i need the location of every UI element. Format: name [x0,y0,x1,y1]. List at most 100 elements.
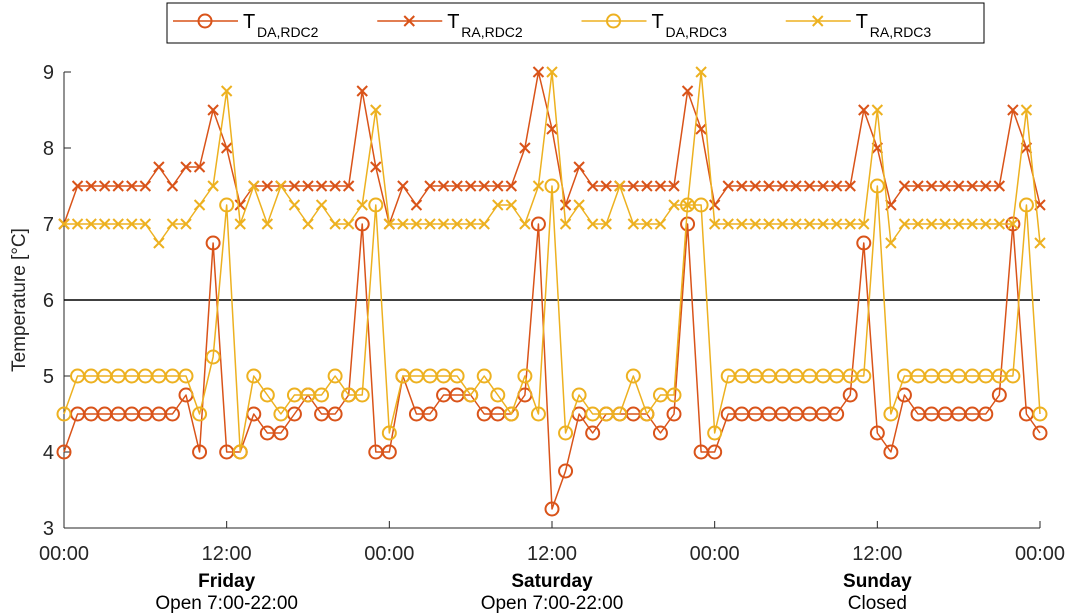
data-point-ra-rdc3 [708,218,721,230]
data-point-da-rdc3 [707,425,723,441]
data-point-ra-rdc3 [749,218,762,230]
data-point-ra-rdc3 [844,218,856,230]
data-point-ra-rdc3 [736,218,748,230]
data-point-da-rdc3 [883,406,899,422]
data-point-ra-rdc3 [112,218,124,230]
y-tick-label: 4 [43,442,54,464]
data-point-da-rdc2 [327,406,343,422]
data-point-ra-rdc2 [763,180,775,192]
data-point-ra-rdc3 [586,218,599,230]
x-tick-label: 00:00 [690,543,740,565]
data-point-ra-rdc3 [424,218,436,230]
data-point-da-rdc2 [829,406,845,422]
data-point-ra-rdc2 [329,180,341,192]
data-point-ra-rdc3 [193,199,206,211]
data-point-da-rdc3 [517,368,533,384]
series-ra-rdc2 [58,66,1046,230]
data-point-ra-rdc2 [817,180,829,192]
data-point-da-rdc3 [639,406,655,422]
data-point-ra-rdc3 [370,104,382,116]
data-point-ra-rdc3 [275,180,287,192]
data-point-da-rdc2 [530,216,546,232]
data-point-da-rdc3 [1032,406,1048,422]
data-point-ra-rdc3 [654,218,667,230]
data-point-ra-rdc2 [681,85,694,97]
data-point-ra-rdc3 [410,218,423,230]
data-point-da-rdc2 [666,406,682,422]
data-point-ra-rdc3 [58,218,70,230]
data-point-da-rdc3 [476,368,492,384]
y-tick-label: 7 [43,214,54,236]
series-group [56,66,1048,517]
data-point-ra-rdc3 [85,218,97,230]
data-point-ra-rdc2 [85,180,97,192]
day-label: Saturday [511,571,593,592]
legend-label-da-rdc3: T [652,11,664,33]
data-point-ra-rdc3 [1007,218,1019,230]
legend: T DA,RDC2 T RA,RDC2 T DA,RDC3 T RA,RDC3 [166,2,985,44]
data-point-ra-rdc2 [912,180,924,192]
opening-hours: Open 7:00-22:00 [481,593,624,614]
data-point-ra-rdc3 [342,218,355,230]
data-point-ra-rdc3 [1020,104,1033,116]
series-da-rdc3 [56,178,1048,460]
data-point-ra-rdc3 [98,218,111,230]
data-point-da-rdc3 [449,368,465,384]
data-point-ra-rdc3 [952,218,965,230]
data-point-ra-rdc3 [681,199,694,211]
data-point-ra-rdc2 [166,180,179,192]
tick-labels: 3 4 5 6 7 8 9 00:00 12:00 00:00 12:00 00:00 12:00 00:… [39,62,1065,565]
data-point-ra-rdc3 [546,66,558,78]
data-point-ra-rdc2 [627,180,640,192]
data-point-ra-rdc2 [736,180,748,192]
data-point-ra-rdc2 [966,180,978,192]
data-point-ra-rdc3 [139,218,152,230]
data-point-da-rdc3 [693,197,709,213]
data-point-da-rdc2 [273,425,289,441]
y-tick-label: 9 [43,62,54,84]
data-point-ra-rdc3 [356,199,368,211]
data-point-ra-rdc2 [234,199,246,211]
data-point-ra-rdc3 [464,218,477,230]
data-point-da-rdc3 [259,387,275,403]
data-point-ra-rdc2 [370,161,382,173]
data-point-da-rdc2 [991,387,1007,403]
data-point-da-rdc2 [680,216,696,232]
data-point-ra-rdc3 [993,218,1006,230]
data-point-ra-rdc2 [898,180,911,192]
data-point-ra-rdc3 [925,218,938,230]
series-line-da-rdc2 [63,223,1041,510]
data-point-da-rdc3 [1005,368,1021,384]
data-point-da-rdc3 [530,406,546,422]
legend-subscript-da-rdc2: DA,RDC2 [257,24,319,40]
data-point-ra-rdc3 [153,237,165,249]
data-point-ra-rdc2 [980,180,992,192]
opening-hours: Closed [848,593,907,614]
data-point-ra-rdc3 [573,199,585,211]
data-point-ra-rdc3 [898,218,911,230]
legend-box [166,2,985,44]
data-point-ra-rdc3 [980,218,992,230]
legend-marker-da-rdc3 [606,13,621,29]
data-point-ra-rdc3 [559,218,572,230]
data-point-ra-rdc3 [668,199,680,211]
data-point-ra-rdc2 [803,180,816,192]
data-point-da-rdc2 [381,444,397,460]
data-point-ra-rdc2 [695,123,707,135]
data-point-ra-rdc2 [342,180,355,192]
data-point-ra-rdc2 [505,180,518,192]
data-point-da-rdc2 [192,444,208,460]
data-point-ra-rdc2 [492,180,504,192]
data-point-ra-rdc3 [817,218,829,230]
data-point-ra-rdc2 [830,180,843,192]
data-point-ra-rdc2 [356,85,368,97]
data-point-ra-rdc3 [234,218,246,230]
data-point-ra-rdc2 [641,180,653,192]
data-point-ra-rdc2 [207,104,219,116]
data-point-ra-rdc2 [424,180,436,192]
data-point-da-rdc2 [1032,425,1048,441]
series-ra-rdc3 [58,66,1046,249]
data-point-da-rdc3 [205,349,221,365]
data-point-ra-rdc2 [532,66,545,78]
data-point-ra-rdc2 [220,142,233,154]
